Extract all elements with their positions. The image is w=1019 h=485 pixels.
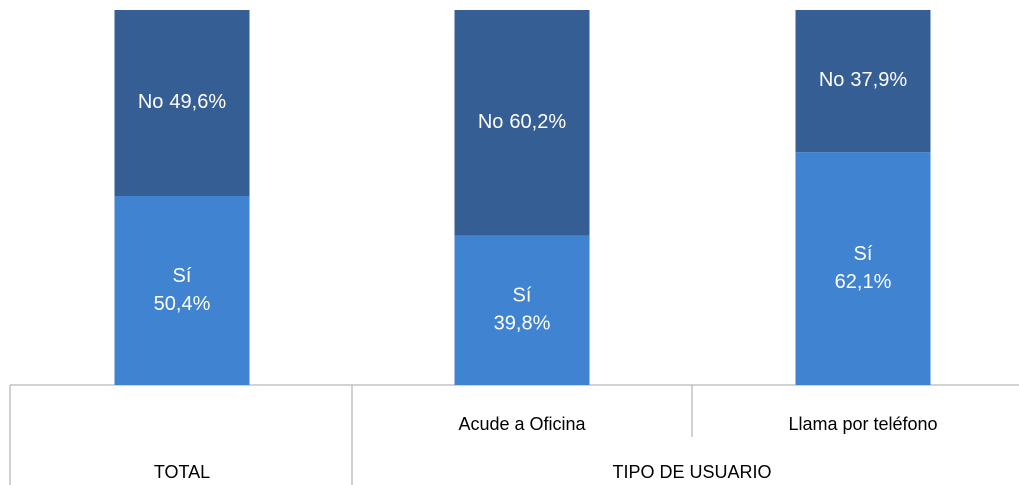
bar-segment [795,10,931,153]
segment-name: Sí [173,265,192,287]
data-label: 37,9% [850,69,907,91]
data-label-group: No 60,2% [478,111,567,133]
bar-segment [114,10,250,196]
data-label: 39,8% [494,313,551,335]
data-label-group: No 49,6% [138,91,227,113]
bar-segment [795,152,931,385]
segment-name: No [138,91,164,113]
bar-segment [454,235,590,385]
group-label: TIPO DE USUARIO [612,462,771,482]
bar-segment [114,196,250,385]
x-tick-label: TOTAL [154,462,210,482]
segment-name: Sí [854,243,873,265]
segment-name: No [478,111,504,133]
segment-name: No [819,69,845,91]
data-label-group: No 37,9% [819,69,908,91]
segment-name: Sí [513,285,532,307]
data-label: 62,1% [835,271,892,293]
x-tick-label: Acude a Oficina [458,414,586,434]
x-tick-label: Llama por teléfono [788,414,937,434]
data-label: 49,6% [169,91,226,113]
data-label: 60,2% [509,111,566,133]
data-label: 50,4% [154,293,211,315]
bar-segment [454,10,590,236]
